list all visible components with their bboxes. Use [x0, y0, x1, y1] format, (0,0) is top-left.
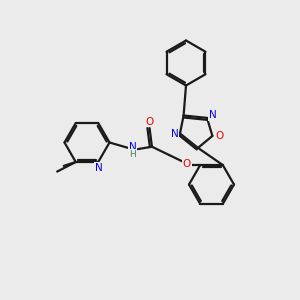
Text: N: N — [129, 142, 136, 152]
Text: N: N — [171, 129, 178, 139]
Text: H: H — [129, 150, 136, 159]
Text: N: N — [208, 110, 216, 121]
Text: O: O — [215, 131, 223, 141]
Text: N: N — [95, 163, 103, 173]
Text: O: O — [146, 116, 154, 127]
Text: O: O — [183, 158, 191, 169]
